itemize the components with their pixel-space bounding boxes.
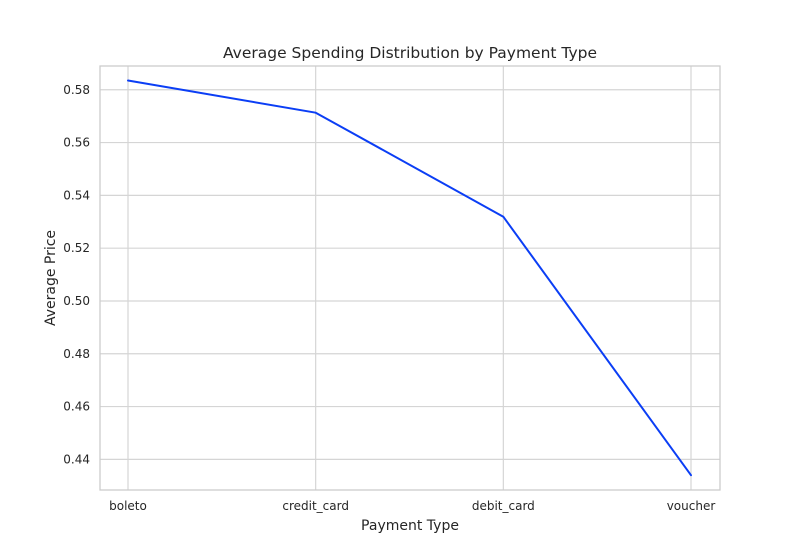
x-tick-label: credit_card [282,499,349,513]
y-axis-ticks: 0.44 0.46 0.48 0.50 0.52 0.54 0.56 0.58 [63,83,90,467]
y-tick-label: 0.52 [63,241,90,255]
x-gridlines [127,66,692,490]
y-tick-label: 0.58 [63,83,90,97]
y-tick-label: 0.48 [63,347,90,361]
y-tick-label: 0.50 [63,294,90,308]
y-axis-label: Average Price [43,230,59,326]
y-tick-label: 0.46 [63,400,90,414]
x-tick-label: boleto [109,499,147,513]
series-line [127,79,692,477]
y-tick-label: 0.44 [63,452,90,466]
x-tick-label: debit_card [472,499,535,513]
y-gridlines [100,89,720,460]
x-axis-ticks: boleto credit_card debit_card voucher [109,499,715,513]
plot-frame [99,65,721,491]
x-tick-label: voucher [667,499,716,513]
series-group [127,79,692,477]
y-tick-label: 0.56 [63,136,90,150]
y-tick-label: 0.54 [63,188,90,202]
chart-title: Average Spending Distribution by Payment… [223,44,597,62]
x-axis-label: Payment Type [361,518,459,534]
